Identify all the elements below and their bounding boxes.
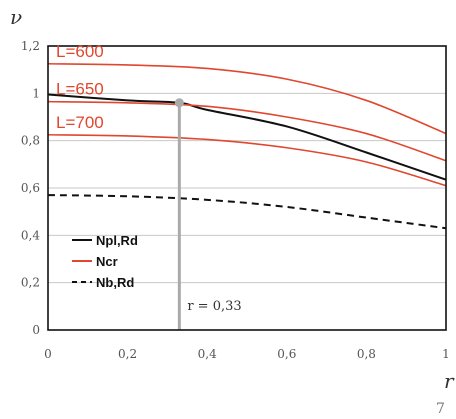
tick-labels: 0 0,2 0,4 0,6 0,8 1 1,2 0 0,2 0,4 0,6 0,8 1 — [21, 39, 450, 361]
y-tick-label: 0,4 — [21, 228, 40, 242]
y-axis-label: ν — [10, 5, 22, 29]
page-number: 7 — [436, 401, 445, 417]
series-line-4 — [47, 194, 447, 230]
x-tick-label: 0,4 — [198, 347, 217, 361]
curve-label-l-700: L=700 — [56, 113, 104, 132]
series-labels: L=600 L=650 L=700 — [56, 42, 104, 132]
series-line-3 — [47, 133, 447, 187]
x-tick-label: 0,8 — [357, 347, 376, 361]
series-group — [47, 62, 447, 230]
x-tick-label: 0,2 — [118, 347, 137, 361]
series-line-2 — [47, 100, 447, 162]
y-tick-label: 0 — [32, 323, 40, 337]
legend-label-2: Nb,Rd — [96, 275, 134, 290]
marker-annotation: r = 0,33 — [187, 299, 241, 314]
y-tick-label: 1 — [32, 86, 40, 100]
curve-label-l-650: L=650 — [56, 80, 104, 99]
x-tick-label: 0,6 — [277, 347, 296, 361]
x-axis-label: r — [444, 369, 455, 393]
legend-label-0: Npl,Rd — [96, 233, 138, 248]
x-tick-label: 0 — [44, 347, 52, 361]
y-tick-label: 0,2 — [21, 276, 40, 290]
y-tick-label: 0,6 — [21, 181, 40, 195]
curve-label-l-600: L=600 — [56, 42, 104, 61]
legend-label-1: Ncr — [96, 254, 118, 269]
marker-group: r = 0,33 — [174, 98, 242, 330]
plot-frame — [47, 45, 447, 331]
marker-point — [174, 98, 184, 108]
legend: Npl,Rd Ncr Nb,Rd — [72, 233, 138, 290]
series-line-1 — [47, 62, 447, 135]
x-tick-label: 1 — [442, 347, 450, 361]
y-tick-label: 0,8 — [21, 134, 40, 148]
series-line-0 — [47, 93, 447, 181]
y-tick-label: 1,2 — [21, 39, 40, 53]
